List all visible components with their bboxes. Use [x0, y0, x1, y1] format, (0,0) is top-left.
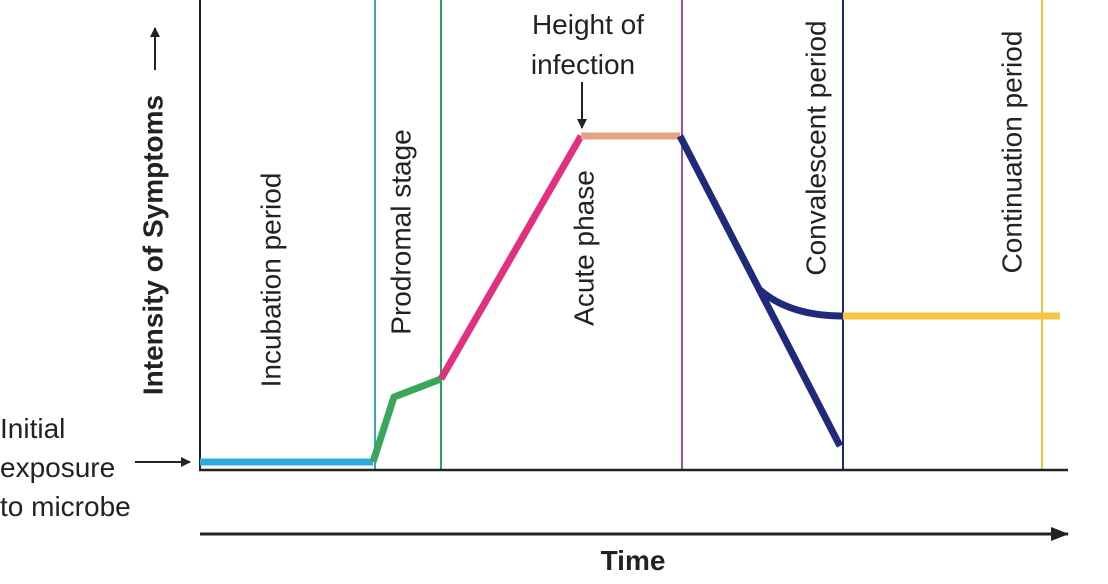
stage-label: Convalescent period: [800, 20, 831, 275]
exposure-label: to microbe: [0, 491, 131, 522]
prodromal-curve: [369, 375, 443, 464]
stage-label: Continuation period: [996, 31, 1027, 274]
acute-curve: [437, 134, 585, 381]
stage-label: Incubation period: [255, 173, 286, 388]
height-label: Height of: [532, 9, 644, 40]
exposure-label: exposure: [0, 452, 115, 483]
y-axis-label: Intensity of Symptoms: [137, 95, 168, 395]
x-axis-label: Time: [601, 545, 666, 576]
height-label: infection: [531, 49, 635, 80]
stage-label: Prodromal stage: [385, 129, 416, 334]
stage-label: Acute phase: [568, 170, 599, 326]
recovery-curve: [757, 287, 844, 320]
exposure-label: Initial: [0, 413, 65, 444]
